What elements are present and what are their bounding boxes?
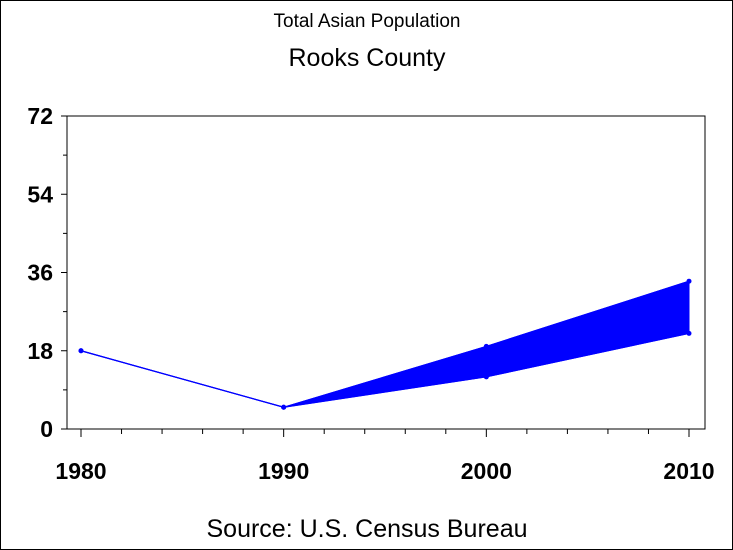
x-tick-label: 1980 [55,458,106,484]
y-tick-label: 0 [40,416,53,442]
y-tick-label: 72 [27,103,53,129]
data-point [686,278,692,284]
x-tick-label: 2000 [461,458,512,484]
series-layer [78,278,692,410]
x-tick-label: 2010 [663,458,714,484]
chart-title: Total Asian Population [274,11,461,32]
data-point [686,330,692,336]
chart-subtitle: Rooks County [288,44,446,72]
y-tick-label: 54 [27,181,53,207]
y-tick-label: 18 [27,338,53,364]
series-line-2 [80,332,690,408]
source-note: Source: U.S. Census Bureau [207,515,528,543]
x-axis: 1980 1990 2000 2010 [55,429,715,484]
data-point [281,404,287,410]
data-point [483,343,489,349]
y-axis: 0 18 36 54 72 [27,103,67,442]
y-tick-label: 36 [27,260,53,286]
data-point [78,348,84,354]
data-point [483,374,489,380]
x-tick-label: 1990 [258,458,309,484]
